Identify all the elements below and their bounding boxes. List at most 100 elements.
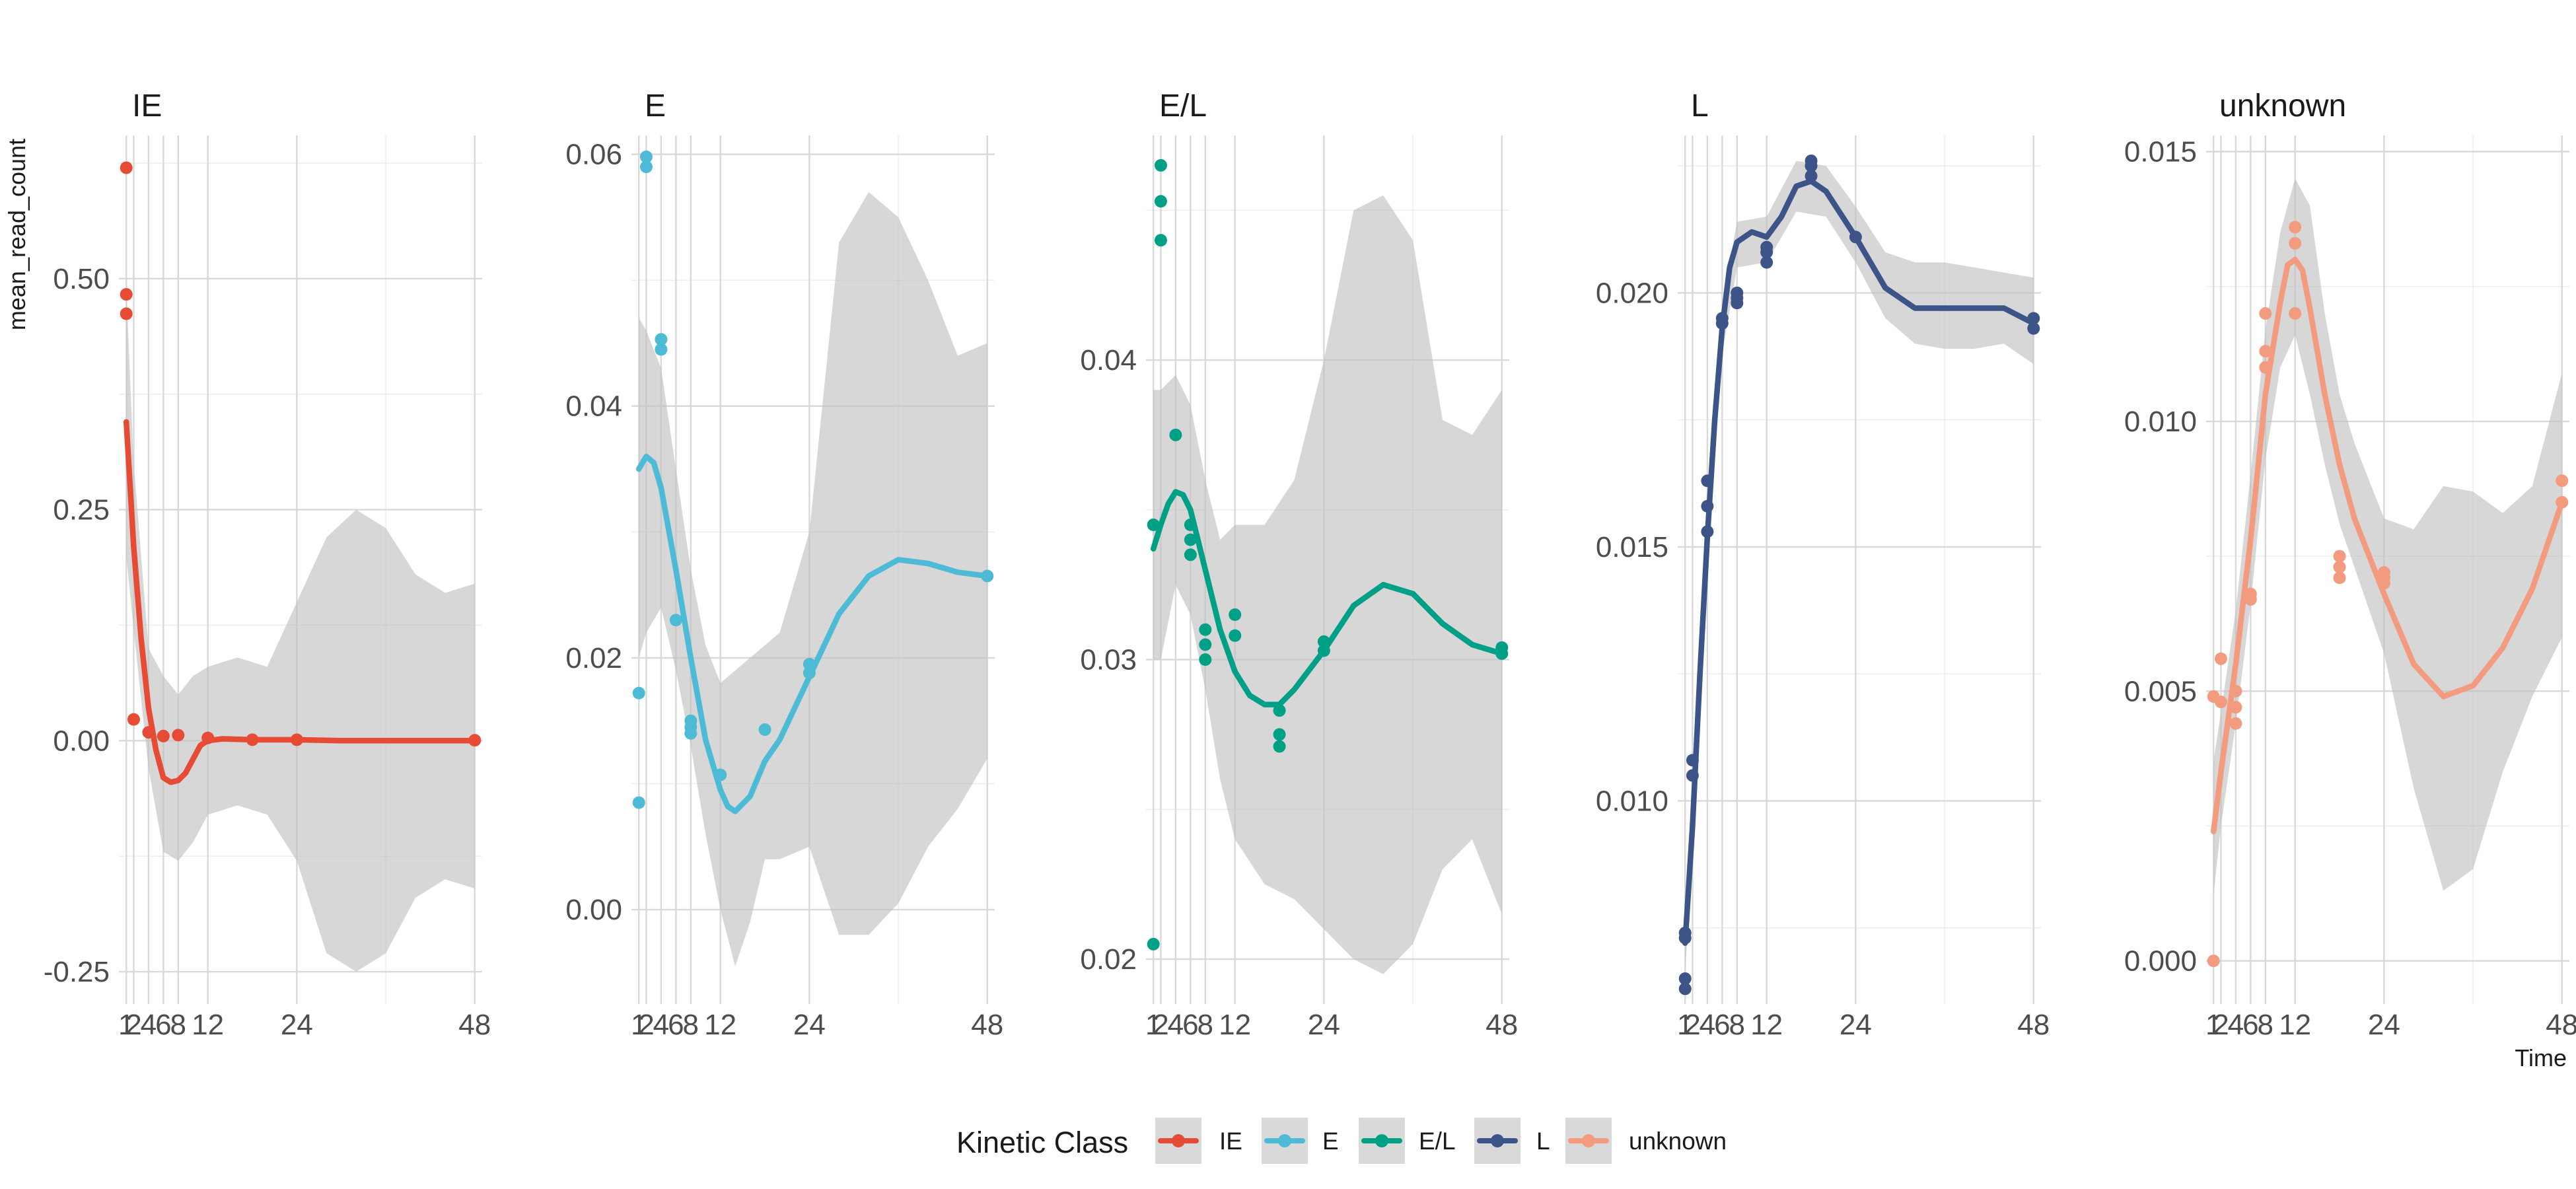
x-tick-label: 48 — [458, 1009, 491, 1041]
data-point — [2289, 236, 2302, 250]
x-tick-label: 48 — [971, 1009, 1003, 1041]
data-point — [2259, 345, 2272, 358]
data-point — [1154, 195, 1167, 208]
y-tick-label: 0.005 — [2124, 675, 2197, 707]
x-tick-label: 48 — [2017, 1009, 2050, 1041]
x-tick-label: 12 — [704, 1009, 736, 1041]
data-point — [639, 150, 653, 163]
confidence-band — [2213, 178, 2562, 896]
x-tick-label: 2 — [638, 1009, 654, 1041]
x-tick-label: 1 — [2205, 1009, 2221, 1041]
data-point — [2027, 322, 2040, 335]
y-tick-label: 0.02 — [565, 642, 622, 674]
x-tick-label: 12 — [2279, 1009, 2311, 1041]
facet-title: E/L — [1159, 89, 1207, 124]
x-tick-label: 2 — [1684, 1009, 1700, 1041]
data-point — [1805, 170, 1818, 183]
x-tick-label: 6 — [1714, 1009, 1730, 1041]
data-point — [1169, 428, 1182, 441]
legend-item-ie: IE — [1155, 1118, 1242, 1164]
y-tick-label: 0.06 — [565, 139, 622, 171]
x-axis-title: Time — [2515, 1044, 2567, 1071]
x-tick-label: 1 — [118, 1009, 134, 1041]
data-point — [1199, 623, 1212, 636]
data-point — [1199, 638, 1212, 651]
legend-key-point — [1582, 1134, 1595, 1147]
data-point — [1229, 608, 1242, 622]
x-tick-label: 6 — [668, 1009, 684, 1041]
x-tick-label: 1 — [1145, 1009, 1161, 1041]
facet-title: unknown — [2219, 89, 2346, 124]
y-tick-label: 0.010 — [1596, 785, 1668, 817]
legend-item-e: E — [1262, 1118, 1339, 1164]
data-point — [2289, 307, 2302, 320]
data-point — [655, 343, 668, 356]
x-tick-label: 24 — [793, 1009, 826, 1041]
smooth-line — [2210, 256, 2565, 834]
y-tick-label: 0.04 — [565, 390, 622, 423]
x-tick-label: 4 — [2228, 1009, 2244, 1041]
data-point — [2207, 955, 2220, 968]
x-tick-label: 2 — [125, 1009, 141, 1041]
x-tick-label: 2 — [2213, 1009, 2229, 1041]
x-tick-label: 6 — [2242, 1009, 2258, 1041]
data-point — [1154, 234, 1167, 247]
data-point — [120, 307, 133, 320]
facet-title: IE — [132, 89, 162, 124]
data-point — [172, 729, 185, 742]
y-tick-label: 0.00 — [565, 894, 622, 926]
data-point — [1199, 653, 1212, 667]
data-point — [1147, 937, 1160, 951]
x-tick-label: 6 — [1182, 1009, 1198, 1041]
data-point — [157, 729, 170, 742]
data-point — [2214, 652, 2227, 665]
y-tick-label: 0.00 — [53, 725, 110, 757]
data-point — [2244, 593, 2257, 606]
smooth-line — [123, 419, 478, 785]
legend-label: E — [1322, 1128, 1339, 1155]
data-point — [1678, 982, 1692, 995]
confidence-band — [126, 287, 475, 972]
data-point — [2259, 307, 2272, 320]
data-point — [1760, 256, 1773, 269]
legend-item-unknown: unknown — [1565, 1118, 1727, 1164]
data-point — [1273, 728, 1286, 741]
x-tick-label: 8 — [2258, 1009, 2273, 1041]
x-tick-label: 4 — [653, 1009, 669, 1041]
smooth-line — [1150, 489, 1505, 707]
confidence-band — [1153, 195, 1502, 974]
facet-title: E — [645, 89, 666, 124]
data-point — [669, 614, 682, 627]
x-tick-label: 8 — [1198, 1009, 1213, 1041]
x-tick-label: 24 — [1840, 1009, 1872, 1041]
data-point — [2556, 474, 2569, 487]
data-point — [1147, 518, 1160, 531]
data-point — [127, 713, 140, 726]
legend-key-point — [1375, 1134, 1388, 1147]
data-point — [1184, 533, 1197, 546]
x-tick-label: 12 — [192, 1009, 224, 1041]
legend-key-point — [1491, 1134, 1504, 1147]
legend-key-point — [1278, 1134, 1291, 1147]
x-tick-label: 24 — [2368, 1009, 2400, 1041]
x-tick-label: 1 — [631, 1009, 647, 1041]
data-point — [2333, 571, 2346, 585]
y-tick-label: 0.015 — [1596, 531, 1668, 563]
data-point — [639, 161, 653, 174]
data-point — [684, 727, 698, 740]
data-point — [2229, 717, 2242, 730]
data-point — [2333, 560, 2346, 573]
data-point — [1154, 159, 1167, 172]
facet-title: L — [1691, 89, 1709, 124]
data-point — [1273, 740, 1286, 753]
legend-item-e-l: E/L — [1359, 1118, 1456, 1164]
smooth-line — [1682, 178, 2037, 946]
data-point — [1678, 972, 1692, 986]
x-tick-label: 8 — [170, 1009, 186, 1041]
